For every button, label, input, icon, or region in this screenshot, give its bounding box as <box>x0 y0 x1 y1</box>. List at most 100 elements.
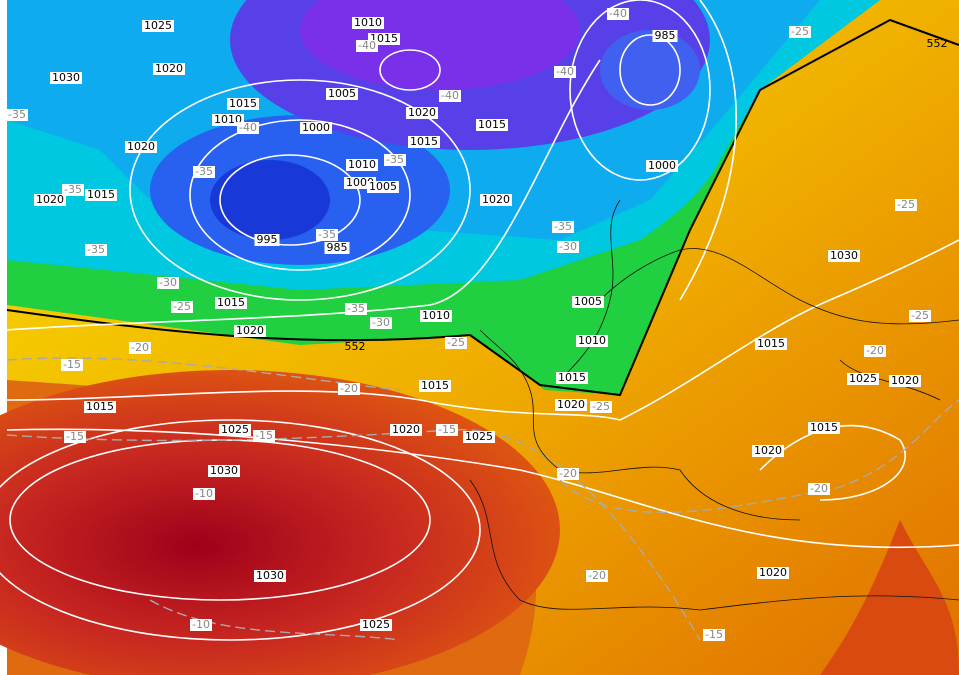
label-box <box>572 296 604 308</box>
isobar-label: 1020 <box>557 398 585 411</box>
isobar-label: 1020 <box>891 374 919 387</box>
isobar-label-group: 1020 <box>889 374 921 387</box>
label-box <box>607 8 629 20</box>
isobar-label: 1025 <box>362 618 390 631</box>
temperature-label: -35 <box>347 302 365 315</box>
label-box <box>62 184 84 196</box>
label-box <box>439 90 461 102</box>
temperature-label-group: -30 <box>370 316 392 329</box>
isobar-label: 1025 <box>221 423 249 436</box>
label-box <box>757 567 789 579</box>
isobar-label-group: 1000 <box>300 121 332 134</box>
temperature-label-group: -20 <box>338 382 360 395</box>
isobar-label-group: 1010 <box>212 113 244 126</box>
label-box <box>652 30 678 42</box>
isobar-label: 1010 <box>354 16 382 29</box>
temperature-label-group: -10 <box>190 618 212 631</box>
isobar-label-group: 995 <box>254 233 280 246</box>
isobar-label: 1010 <box>578 334 606 347</box>
isobar-label: 1015 <box>558 371 586 384</box>
isobar-label: 1025 <box>849 372 877 385</box>
temperature-label: -25 <box>897 198 915 211</box>
isobar-label: 1015 <box>757 337 785 350</box>
isobar-label-group: 1000 <box>646 159 678 172</box>
isobar-label-group: 1015 <box>408 135 440 148</box>
label-box <box>367 181 399 193</box>
label-box <box>752 445 784 457</box>
isobar-label-group: 1020 <box>555 398 587 411</box>
label-box <box>420 310 452 322</box>
isobar-label-group: 1015 <box>419 379 451 392</box>
temperature-label: -20 <box>340 382 358 395</box>
label-box <box>338 383 360 395</box>
temperature-label: -40 <box>556 65 574 78</box>
temperature-label: -40 <box>441 89 459 102</box>
labels: 1025 1030 1020 1010 1015 985 1005 1015 1010 1020 1… <box>6 7 948 641</box>
label-box <box>808 483 830 495</box>
isobar-label: 1030 <box>52 71 80 84</box>
isobar-label: 1015 <box>217 296 245 309</box>
isobar-label-group: 1025 <box>219 423 251 436</box>
label-box <box>193 488 215 500</box>
label-box <box>576 335 608 347</box>
isobar-label-group: 1015 <box>755 337 787 350</box>
temperature-label-group: -20 <box>586 569 608 582</box>
temperature-label-group: -40 <box>607 7 629 20</box>
temperature-label-group: -35 <box>85 243 107 256</box>
isobar-label: 1005 <box>574 295 602 308</box>
temperature-label-group: -15 <box>64 430 86 443</box>
temperature-label: -10 <box>192 618 210 631</box>
temperature-label: -20 <box>810 482 828 495</box>
isobar-label: 1020 <box>155 62 183 75</box>
temperature-label-group: -35 <box>384 153 406 166</box>
isobar-label: 1005 <box>328 87 356 100</box>
label-box <box>346 159 378 171</box>
height-label-group: 552 <box>927 37 948 50</box>
label-box <box>208 465 240 477</box>
temperature-label-group: -35 <box>316 228 338 241</box>
label-box <box>253 430 275 442</box>
isobar-label: 1010 <box>348 158 376 171</box>
label-box <box>384 154 406 166</box>
temperature-label: -35 <box>64 183 82 196</box>
label-box <box>480 194 512 206</box>
temperature-label-group: -10 <box>193 487 215 500</box>
temperature-label: -15 <box>255 429 273 442</box>
isobar-label: 1020 <box>236 324 264 337</box>
isobar-label: 1030 <box>256 569 284 582</box>
isobar-label: 1030 <box>210 464 238 477</box>
label-box <box>895 199 917 211</box>
isobar-label-group: 1015 <box>84 400 116 413</box>
label-box <box>463 431 495 443</box>
coastlines <box>469 199 959 611</box>
temperature-label-group: -20 <box>808 482 830 495</box>
temperature-label-group: -35 <box>552 220 574 233</box>
isobar-label: 1010 <box>214 113 242 126</box>
label-box <box>324 242 350 254</box>
temperature-label-group: -40 <box>356 39 378 52</box>
label-box <box>157 277 179 289</box>
label-box <box>755 338 787 350</box>
isobar-label: 1025 <box>465 430 493 443</box>
label-box <box>436 424 458 436</box>
temperature-label: -15 <box>438 423 456 436</box>
temperature-label-group: -35 <box>62 183 84 196</box>
label-box <box>356 40 378 52</box>
label-box <box>557 241 579 253</box>
isobar-label-group: 1015 <box>476 118 508 131</box>
isobar-label-group: 1005 <box>367 180 399 193</box>
label-box <box>219 424 251 436</box>
temperature-label: -30 <box>372 316 390 329</box>
temperature-label-group: -40 <box>439 89 461 102</box>
label-box <box>64 431 86 443</box>
isobar-label-group: 1015 <box>808 421 840 434</box>
label-box <box>476 119 508 131</box>
height-label: 552 <box>927 37 948 50</box>
isobar-label: 1030 <box>830 249 858 262</box>
label-box <box>326 88 358 100</box>
label-box <box>153 63 185 75</box>
temperature-label: -30 <box>159 276 177 289</box>
isobar-label: 995 <box>257 233 278 246</box>
isobar-label-group: 1005 <box>572 295 604 308</box>
